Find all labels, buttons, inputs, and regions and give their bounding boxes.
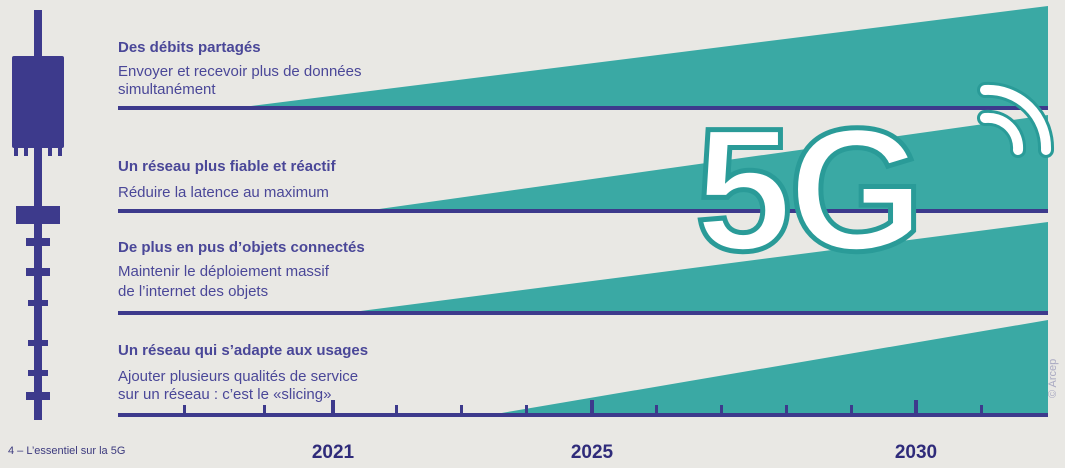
band-wedge-1: [235, 6, 1048, 108]
year-label-2021: 2021: [312, 442, 355, 463]
band-baseline-3: [118, 311, 1048, 315]
band-desc-4-line-1: Ajouter plusieurs qualités de service: [118, 368, 358, 385]
band-baseline-2: [118, 209, 1048, 213]
band-title-2: Un réseau plus fiable et réactif: [118, 158, 337, 175]
credit-arcep: © Arcep: [1047, 359, 1059, 398]
band-desc-3-line-1: Maintenir le déploiement massif: [118, 263, 330, 280]
band-desc-1-line-2: simultanément: [118, 81, 216, 98]
year-label-2025: 2025: [571, 442, 614, 463]
band-title-3: De plus en pus d’objets connectés: [118, 239, 365, 256]
band-title-1: Des débits partagés: [118, 39, 261, 56]
band-desc-1-line-1: Envoyer et recevoir plus de données: [118, 63, 361, 80]
band-desc-3-line-2: de l’internet des objets: [118, 283, 268, 300]
band-title-4: Un réseau qui s’adapte aux usages: [118, 342, 368, 359]
band-desc-4-line-2: sur un réseau : c’est le «slicing»: [118, 386, 331, 403]
wifi-signal-icon: [977, 81, 1055, 158]
band-desc-2-line-1: Réduire la latence au maximum: [118, 184, 329, 201]
band-wedge-4: [490, 320, 1048, 415]
logo-5g: 5G: [695, 93, 920, 288]
page-footer: 4 – L’essentiel sur la 5G: [8, 445, 125, 457]
timeline-ticks: [183, 400, 983, 415]
antenna-tower-icon: [12, 10, 64, 420]
band-wedge-2: [365, 115, 1048, 211]
year-label-2030: 2030: [895, 442, 937, 463]
timeline-axis: [118, 413, 1048, 417]
band-baseline-1: [118, 106, 1048, 110]
band-wedge-3: [345, 222, 1048, 313]
